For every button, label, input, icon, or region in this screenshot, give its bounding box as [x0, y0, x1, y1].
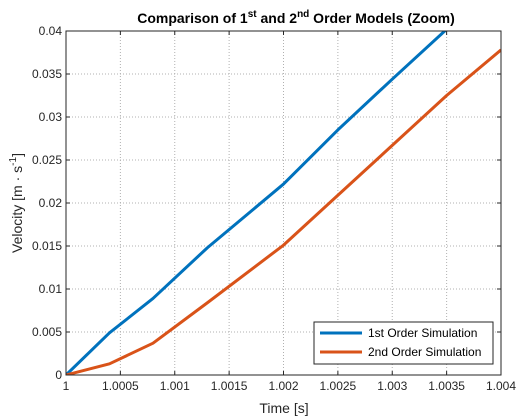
chart-title: Comparison of 1st and 2nd Order Models (…: [137, 9, 455, 26]
legend-label-1st-order: 1st Order Simulation: [368, 326, 477, 340]
x-tick-label: 1.0005: [102, 379, 139, 393]
axis-ticks: [65, 30, 502, 376]
y-axis-label-sup: -1: [8, 156, 19, 165]
series-line-1st-order: [66, 31, 447, 375]
y-tick-label: 0.025: [32, 153, 62, 167]
legend-label-2nd-order: 2nd Order Simulation: [368, 345, 481, 359]
x-tick-label: 1.002: [268, 379, 298, 393]
series-line-2nd-order: [66, 48, 501, 375]
y-tick-label: 0.02: [39, 196, 63, 210]
y-tick-label: 0.01: [39, 282, 63, 296]
x-tick-label: 1.001: [160, 379, 190, 393]
legend-box: [313, 321, 494, 365]
chart-title-sup1: st: [248, 9, 258, 20]
chart-title-sup2: nd: [297, 9, 309, 20]
y-axis-label-main: Velocity [m · s: [9, 166, 25, 253]
y-tick-label: 0.04: [39, 24, 63, 38]
chart-title-part2: and 2: [257, 10, 298, 26]
x-tick-labels: 1 1.0005 1.001 1.0015 1.002 1.0025 1.003 1.0035…: [63, 379, 517, 393]
grid: [66, 31, 501, 375]
chart-title-part3: Order Models (Zoom): [309, 10, 454, 26]
legend: 1st Order Simulation 2nd Order Simulatio…: [313, 321, 494, 365]
y-tick-label: 0.015: [32, 239, 62, 253]
y-tick-labels: 0 0.005 0.01 0.015 0.02 0.025 0.03 0.035 0.04: [32, 24, 62, 382]
y-tick-label: 0.035: [32, 67, 62, 81]
x-axis-label: Time [s]: [259, 400, 308, 416]
x-tick-label: 1.0035: [428, 379, 465, 393]
x-tick-label: 1.004: [486, 379, 516, 393]
y-axis-label: Velocity [m · s-1]: [8, 153, 25, 253]
y-tick-label: 0.005: [32, 325, 62, 339]
y-axis-label-end: ]: [9, 153, 25, 157]
series-lines: [66, 31, 501, 375]
x-tick-label: 1.0025: [320, 379, 357, 393]
x-tick-label: 1: [63, 379, 70, 393]
y-tick-label: 0.03: [39, 110, 63, 124]
chart-title-part1: Comparison of 1: [137, 10, 248, 26]
x-tick-label: 1.003: [377, 379, 407, 393]
y-tick-label: 0: [55, 368, 62, 382]
x-tick-label: 1.0015: [211, 379, 248, 393]
